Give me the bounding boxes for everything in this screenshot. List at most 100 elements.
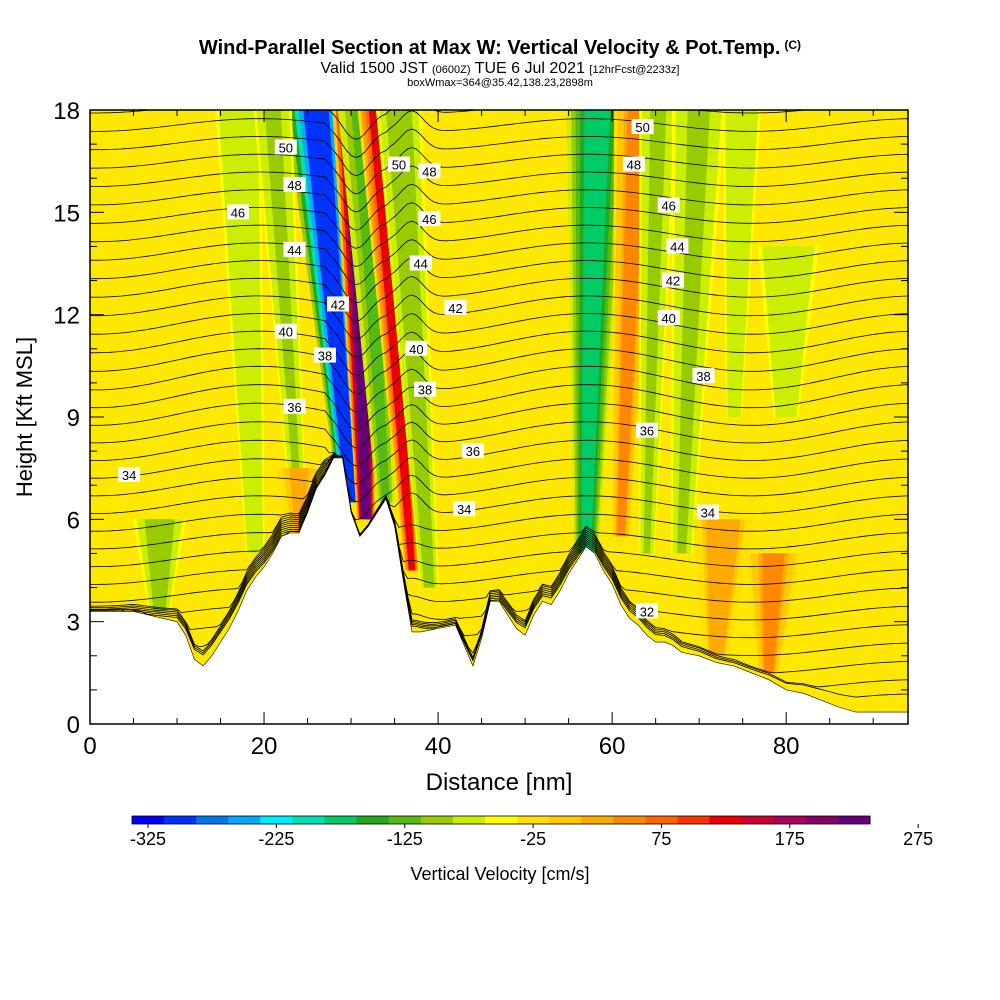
colorbar-swatch xyxy=(452,816,486,824)
contour-label: 32 xyxy=(635,603,658,619)
contour-label-text: 38 xyxy=(318,349,332,364)
contour-label: 50 xyxy=(387,156,410,173)
contour-label-bg xyxy=(635,603,658,619)
contour-label-bg xyxy=(387,156,410,172)
contour-label-bg xyxy=(453,501,476,517)
contour-label: 48 xyxy=(418,163,441,179)
contour-label-text: 44 xyxy=(670,239,684,254)
contour-label-text: 44 xyxy=(413,257,427,272)
colorbar-tick-label: 75 xyxy=(651,829,671,849)
contour-label-text: 40 xyxy=(409,342,423,357)
theta-contour xyxy=(90,276,908,322)
contour-label-bg xyxy=(444,299,467,315)
theta-contour xyxy=(90,452,908,536)
chart-title-suffix: (C) xyxy=(784,38,802,52)
contour-label-bg xyxy=(283,398,306,414)
contour-label-text: 36 xyxy=(640,424,654,439)
contour-label-bg xyxy=(226,204,249,220)
w-band-13-4 xyxy=(710,519,737,656)
colorbar-swatch xyxy=(677,816,711,824)
theta-contour xyxy=(90,455,908,688)
colorbar-swatch xyxy=(581,816,614,824)
y-tick-label: 9 xyxy=(67,405,80,432)
x-tick-label: 60 xyxy=(599,733,626,760)
colorbar-label: Vertical Velocity [cm/s] xyxy=(410,864,590,884)
theta-contour xyxy=(90,455,908,568)
contour-label: 46 xyxy=(226,204,249,220)
contour-label-text: 48 xyxy=(287,178,301,193)
contour-label-text: 38 xyxy=(418,383,432,398)
theta-contour xyxy=(90,110,810,140)
colorbar-tick-label: -325 xyxy=(130,829,166,849)
theta-contour xyxy=(90,455,908,521)
contour-label: 42 xyxy=(662,272,685,289)
theta-contour xyxy=(90,455,908,585)
contour-label-text: 48 xyxy=(422,164,436,179)
colorbar: -325 -225 -125 -25 75 175 275 xyxy=(130,815,933,849)
theta-contour xyxy=(90,455,908,639)
contour-label-text: 38 xyxy=(696,369,710,384)
colorbar-tick-label: 275 xyxy=(903,829,933,849)
colorbar-swatch xyxy=(549,816,582,824)
colorbar-swatch xyxy=(228,816,261,824)
theta-contour xyxy=(90,384,908,431)
contour-label-bg xyxy=(657,197,680,213)
contour-label-bg xyxy=(418,211,441,227)
y-tick-label: 15 xyxy=(53,200,80,227)
contour-label-bg xyxy=(313,347,336,363)
y-tick-label: 18 xyxy=(53,98,80,125)
colorbar-swatch xyxy=(260,816,293,824)
theta-contour xyxy=(90,421,908,467)
contour-label: 48 xyxy=(283,177,306,193)
y-axis-label: Height [Kft MSL] xyxy=(12,337,37,497)
contour-label-bg xyxy=(283,241,306,257)
theta-contour xyxy=(90,202,908,249)
colorbar-swatch xyxy=(741,816,775,824)
x-tick-label: 80 xyxy=(773,733,800,760)
box-info: boxWmax=364@35.42,138.23,2898m xyxy=(407,77,593,89)
contour-label: 36 xyxy=(283,398,306,415)
colorbar-swatch xyxy=(709,816,743,824)
contour-label-text: 48 xyxy=(627,158,641,173)
contour-label-bg xyxy=(692,368,715,384)
colorbar-tick-label: -25 xyxy=(520,829,546,849)
colorbar-swatch xyxy=(132,816,165,824)
w-band-2-4 xyxy=(351,110,390,503)
valid-time: Valid 1500 JST xyxy=(320,60,428,77)
contour-label-text: 32 xyxy=(640,604,654,619)
colorbar-swatch xyxy=(196,816,229,824)
contour-label: 42 xyxy=(327,296,350,312)
theta-contours xyxy=(90,110,908,698)
y-tick-label: 0 xyxy=(67,712,80,739)
contour-label-bg xyxy=(418,163,441,179)
contour-label-bg xyxy=(662,272,685,288)
contour-label: 38 xyxy=(692,368,715,384)
contour-label-text: 46 xyxy=(231,205,245,220)
chart-title-text: Wind-Parallel Section at Max W: Vertical… xyxy=(198,37,781,59)
theta-contour xyxy=(90,402,908,449)
forecast-info: [12hrFcst@2233z] xyxy=(589,64,680,76)
theta-contour xyxy=(90,330,908,377)
colorbar-tick-label: -225 xyxy=(258,829,294,849)
theta-contour xyxy=(90,183,908,231)
colorbar-swatch xyxy=(517,816,550,824)
contour-label-text: 36 xyxy=(466,444,480,459)
chart-subtitle: Valid 1500 JST (0600Z) TUE 6 Jul 2021 [1… xyxy=(0,60,1000,78)
theta-contour xyxy=(90,110,908,158)
contour-label-bg xyxy=(274,139,297,155)
contour-label-text: 42 xyxy=(331,297,345,312)
theta-contour xyxy=(90,455,908,698)
contour-label-bg xyxy=(409,255,432,271)
contour-label-bg xyxy=(696,504,719,520)
contour-label: 44 xyxy=(283,241,306,258)
theta-contour xyxy=(90,348,908,395)
y-tick-label: 3 xyxy=(67,610,80,637)
theta-contour xyxy=(90,257,908,304)
contour-label-bg xyxy=(274,323,297,339)
contour-label: 48 xyxy=(622,156,645,173)
theta-contour xyxy=(90,365,908,413)
theta-contour xyxy=(90,313,908,358)
theta-contour xyxy=(90,455,908,536)
contour-label: 42 xyxy=(444,299,467,316)
